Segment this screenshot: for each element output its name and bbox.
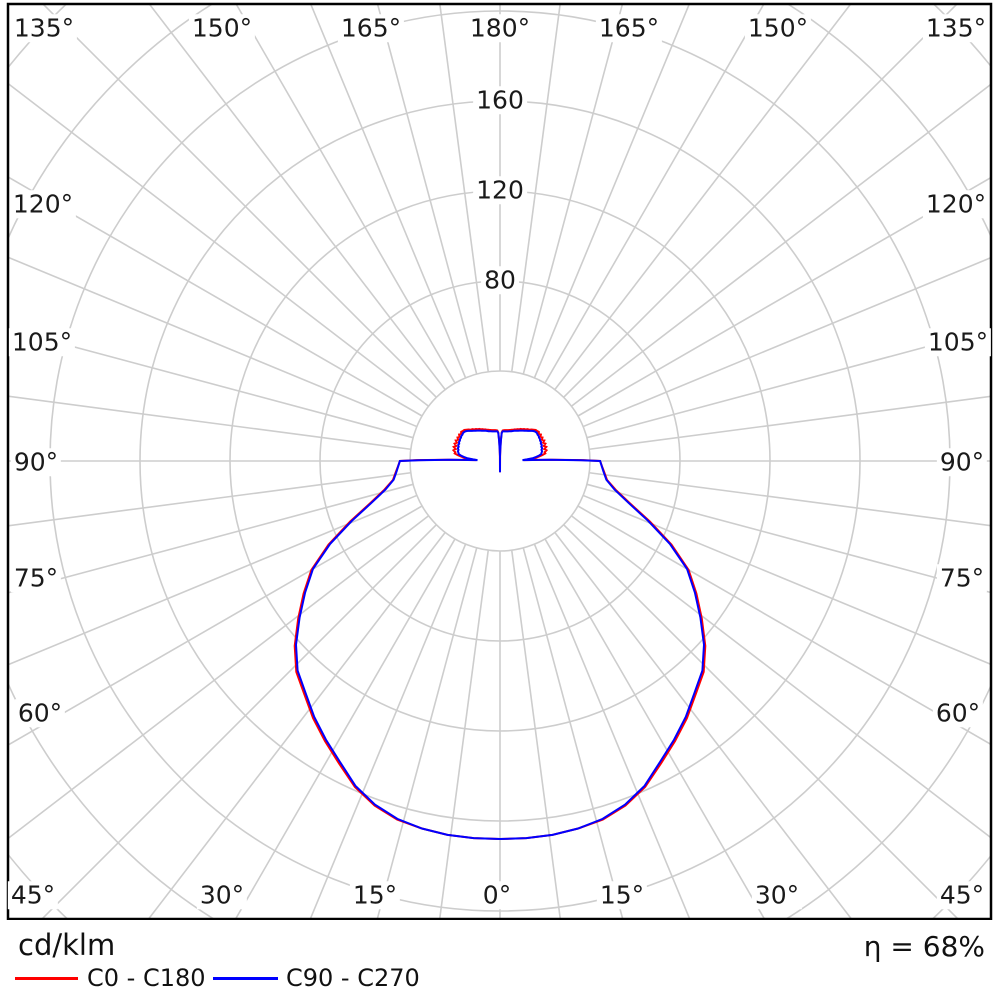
legend: C0 - C180 C90 - C270 [0,964,1000,996]
legend-item-c0-c180: C0 - C180 [15,964,206,992]
c90-c270-line-swatch [213,976,278,980]
legend-label: C90 - C270 [286,964,420,992]
legend-label: C0 - C180 [87,964,206,992]
c0-c180-line-swatch [15,976,78,980]
unit-label: cd/klm [18,928,116,962]
legend-item-c90-c270: C90 - C270 [213,964,420,992]
efficiency-value: η = 68% [863,930,985,963]
intensity-curves [293,427,707,841]
chart-footer: cd/klm η = 68% C0 - C180 C90 - C270 [0,920,1000,1000]
plot-border [6,2,993,921]
curve-c90-c270 [294,429,706,841]
